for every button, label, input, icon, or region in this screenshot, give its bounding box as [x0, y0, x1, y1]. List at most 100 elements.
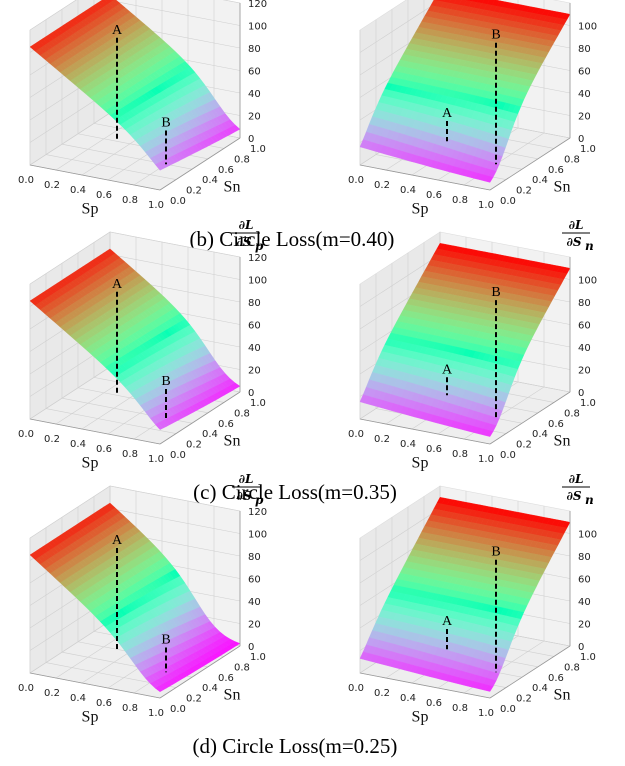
z-tick-label: 60 [248, 67, 261, 78]
z-tick-label: 0 [578, 388, 584, 399]
point-label-A: A [112, 277, 123, 292]
z-axis-label-subscript: p [255, 493, 264, 507]
z-axis-label-subscript: n [585, 239, 594, 253]
y-tick-label: 1.0 [580, 144, 596, 155]
z-axis-label-denominator: ∂S [236, 235, 251, 249]
x-axis-label: Sp [82, 709, 99, 726]
z-tick-label: 40 [248, 343, 261, 354]
y-tick-label: 0.4 [202, 175, 218, 186]
y-tick-label: 1.0 [580, 398, 596, 409]
x-tick-label: 0.4 [400, 185, 416, 196]
point-label-B: B [491, 545, 500, 560]
x-axis-label: Sp [412, 709, 429, 726]
z-tick-label: 40 [248, 89, 261, 100]
point-label-A: A [112, 533, 123, 548]
z-tick-label: 20 [578, 366, 591, 377]
y-tick-label: 0.6 [548, 419, 564, 430]
gradient-surface [359, 0, 571, 183]
y-tick-label: 0.2 [516, 694, 532, 705]
x-tick-label: 0.4 [400, 693, 416, 704]
x-tick-label: 1.0 [478, 708, 494, 719]
x-tick-label: 0.0 [348, 683, 364, 694]
y-axis-line [159, 137, 241, 191]
y-tick-label: 0.6 [548, 165, 564, 176]
y-tick-label: 0.8 [234, 662, 250, 673]
x-tick-label: 0.8 [452, 703, 468, 714]
y-tick-label: 0.8 [234, 408, 250, 419]
z-axis-label-denominator: ∂S [566, 489, 581, 503]
x-tick-label: 0.4 [70, 185, 86, 196]
x-tick-label: 0.8 [122, 195, 138, 206]
point-label-A: A [442, 614, 453, 629]
z-tick-label: 100 [248, 276, 267, 287]
x-axis-label: Sp [82, 201, 99, 218]
x-tick-label: 0.2 [44, 434, 60, 445]
y-axis-label: Sn [554, 178, 571, 195]
y-tick-label: 0.4 [202, 429, 218, 440]
y-tick-label: 0.6 [218, 419, 234, 430]
z-tick-label: 0 [578, 134, 584, 145]
z-axis-label-subscript: p [255, 239, 264, 253]
z-tick-label: 80 [248, 44, 261, 55]
x-tick-label: 1.0 [148, 200, 164, 211]
z-tick-label: 60 [248, 575, 261, 586]
y-tick-label: 0.4 [532, 429, 548, 440]
x-tick-label: 0.6 [96, 190, 112, 201]
z-tick-label: 120 [248, 0, 267, 10]
caption-b: (b) Circle Loss(m=0.40) [190, 227, 395, 251]
z-tick-label: 100 [248, 530, 267, 541]
y-tick-label: 0.2 [516, 440, 532, 451]
z-tick-label: 40 [578, 597, 591, 608]
z-tick-label: 40 [248, 597, 261, 608]
x-tick-label: 0.4 [70, 693, 86, 704]
y-axis-label: Sn [224, 686, 241, 703]
y-tick-label: 0.0 [170, 196, 186, 207]
z-tick-label: 80 [578, 44, 591, 55]
x-tick-label: 0.6 [426, 698, 442, 709]
surface-plot-1: AB0.0 0.2 0.4 0.6 0.8 1.0 0.00.20.40.60.81.002… [348, 0, 597, 218]
z-tick-label: 120 [248, 253, 267, 264]
x-tick-label: 1.0 [148, 454, 164, 465]
z-tick-label: 20 [578, 112, 591, 123]
z-tick-label: 60 [248, 321, 261, 332]
caption-d: (d) Circle Loss(m=0.25) [193, 734, 398, 758]
point-label-A: A [442, 106, 453, 121]
point-label-B: B [491, 28, 500, 43]
z-tick-label: 20 [248, 620, 261, 631]
x-tick-label: 0.8 [452, 449, 468, 460]
y-tick-label: 0.8 [564, 408, 580, 419]
z-tick-label: 40 [578, 343, 591, 354]
z-tick-label: 0 [248, 642, 254, 653]
z-tick-label: 120 [248, 507, 267, 518]
y-tick-label: 0.6 [218, 673, 234, 684]
surface-patch [110, 0, 114, 2]
point-label-B: B [161, 115, 170, 130]
point-label-B: B [491, 285, 500, 300]
x-tick-label: 0.2 [374, 434, 390, 445]
x-tick-label: 0.0 [18, 429, 34, 440]
z-tick-label: 20 [578, 620, 591, 631]
y-axis-label: Sn [224, 178, 241, 195]
x-tick-label: 0.4 [400, 439, 416, 450]
point-label-A: A [112, 23, 123, 38]
z-tick-label: 20 [248, 366, 261, 377]
gradient-surface [29, 0, 241, 171]
z-axis-label-numerator: ∂L [569, 218, 584, 232]
y-tick-label: 1.0 [250, 398, 266, 409]
y-tick-label: 0.4 [532, 683, 548, 694]
point-label-A: A [442, 362, 453, 377]
y-tick-label: 0.0 [170, 450, 186, 461]
caption-c: (c) Circle Loss(m=0.35) [193, 480, 397, 504]
z-tick-label: 80 [248, 298, 261, 309]
z-tick-label: 20 [248, 112, 261, 123]
y-tick-label: 0.8 [234, 154, 250, 165]
surface-patch [29, 44, 39, 52]
z-tick-label: 100 [578, 22, 597, 33]
z-tick-label: 100 [578, 530, 597, 541]
y-tick-label: 0.0 [500, 704, 516, 715]
y-tick-label: 0.2 [186, 186, 202, 197]
x-axis-line [29, 164, 161, 191]
z-axis-label-denominator: ∂S [236, 489, 251, 503]
x-tick-label: 0.0 [18, 175, 34, 186]
